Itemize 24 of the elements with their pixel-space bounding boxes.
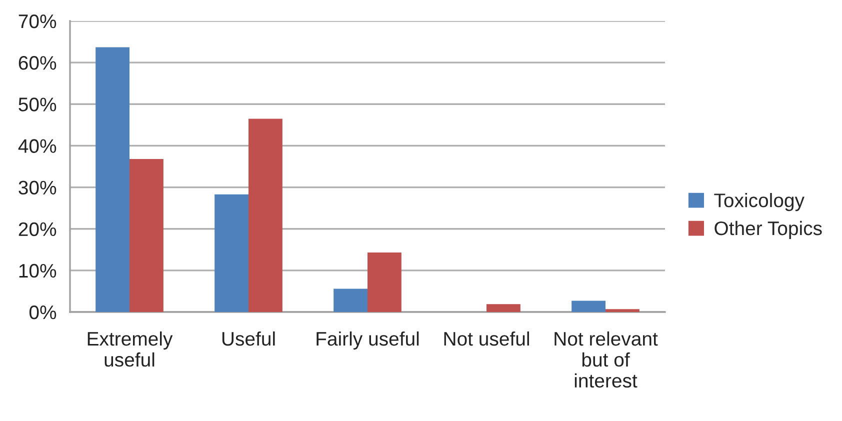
bar (96, 47, 130, 312)
y-tick-label: 70% (18, 14, 56, 28)
x-tick-label: Not relevant but of interest (554, 331, 658, 388)
bar (606, 309, 640, 312)
bar (368, 252, 402, 312)
y-tick-label: 30% (18, 180, 56, 195)
legend-label: Other Topics (714, 220, 822, 240)
x-tick-label: Useful (222, 331, 275, 346)
y-tick-label: 50% (18, 98, 56, 112)
bar (334, 288, 368, 312)
y-tick-label: 40% (18, 139, 56, 153)
bar (486, 304, 520, 312)
x-tick-label: Extremely useful (88, 331, 173, 367)
legend-label: Toxicology (714, 192, 804, 212)
y-tick-label: 20% (18, 222, 56, 236)
x-tick-label: Fairly useful (316, 331, 419, 350)
y-tick-label: 60% (18, 56, 56, 70)
bar (214, 194, 248, 312)
y-tick-label: 0% (29, 305, 56, 320)
x-tick-label: Not useful (444, 331, 529, 346)
bar (130, 159, 164, 312)
bar (572, 300, 606, 312)
y-tick-label: 10% (19, 264, 56, 278)
bar (248, 118, 282, 312)
